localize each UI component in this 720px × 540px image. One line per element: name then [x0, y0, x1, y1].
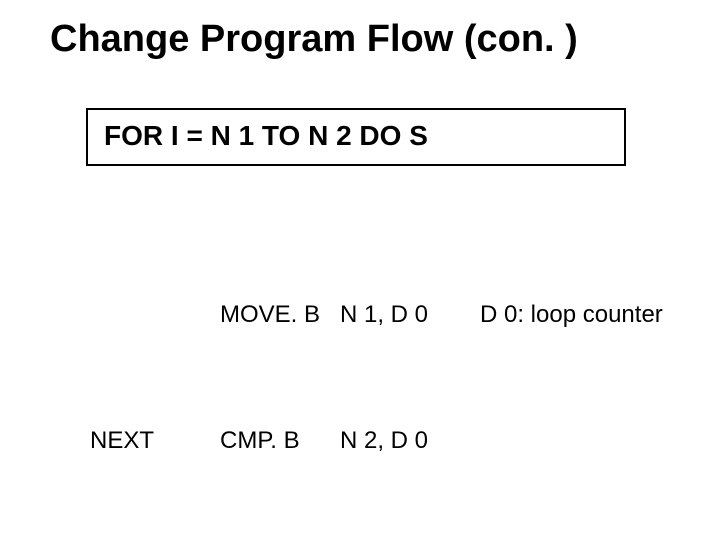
row-label: NEXT	[90, 420, 220, 462]
row-opcode: MOVE. B	[220, 294, 340, 336]
code-row: MOVE. BN 1, D 0D 0: loop counter	[90, 294, 663, 336]
code-row: NEXTCMP. BN 2, D 0	[90, 420, 663, 462]
slide: Change Program Flow (con. ) FOR I = N 1 …	[0, 0, 720, 540]
slide-title: Change Program Flow (con. )	[50, 18, 578, 61]
row-opcode: CMP. B	[220, 420, 340, 462]
for-statement-box: FOR I = N 1 TO N 2 DO S	[86, 108, 626, 166]
row-comment: D 0: loop counter	[480, 294, 663, 336]
assembly-listing: MOVE. BN 1, D 0D 0: loop counter NEXTCMP…	[90, 210, 663, 540]
for-statement-text: FOR I = N 1 TO N 2 DO S	[104, 120, 428, 151]
row-operand: N 2, D 0	[340, 420, 480, 462]
row-operand: N 1, D 0	[340, 294, 480, 336]
